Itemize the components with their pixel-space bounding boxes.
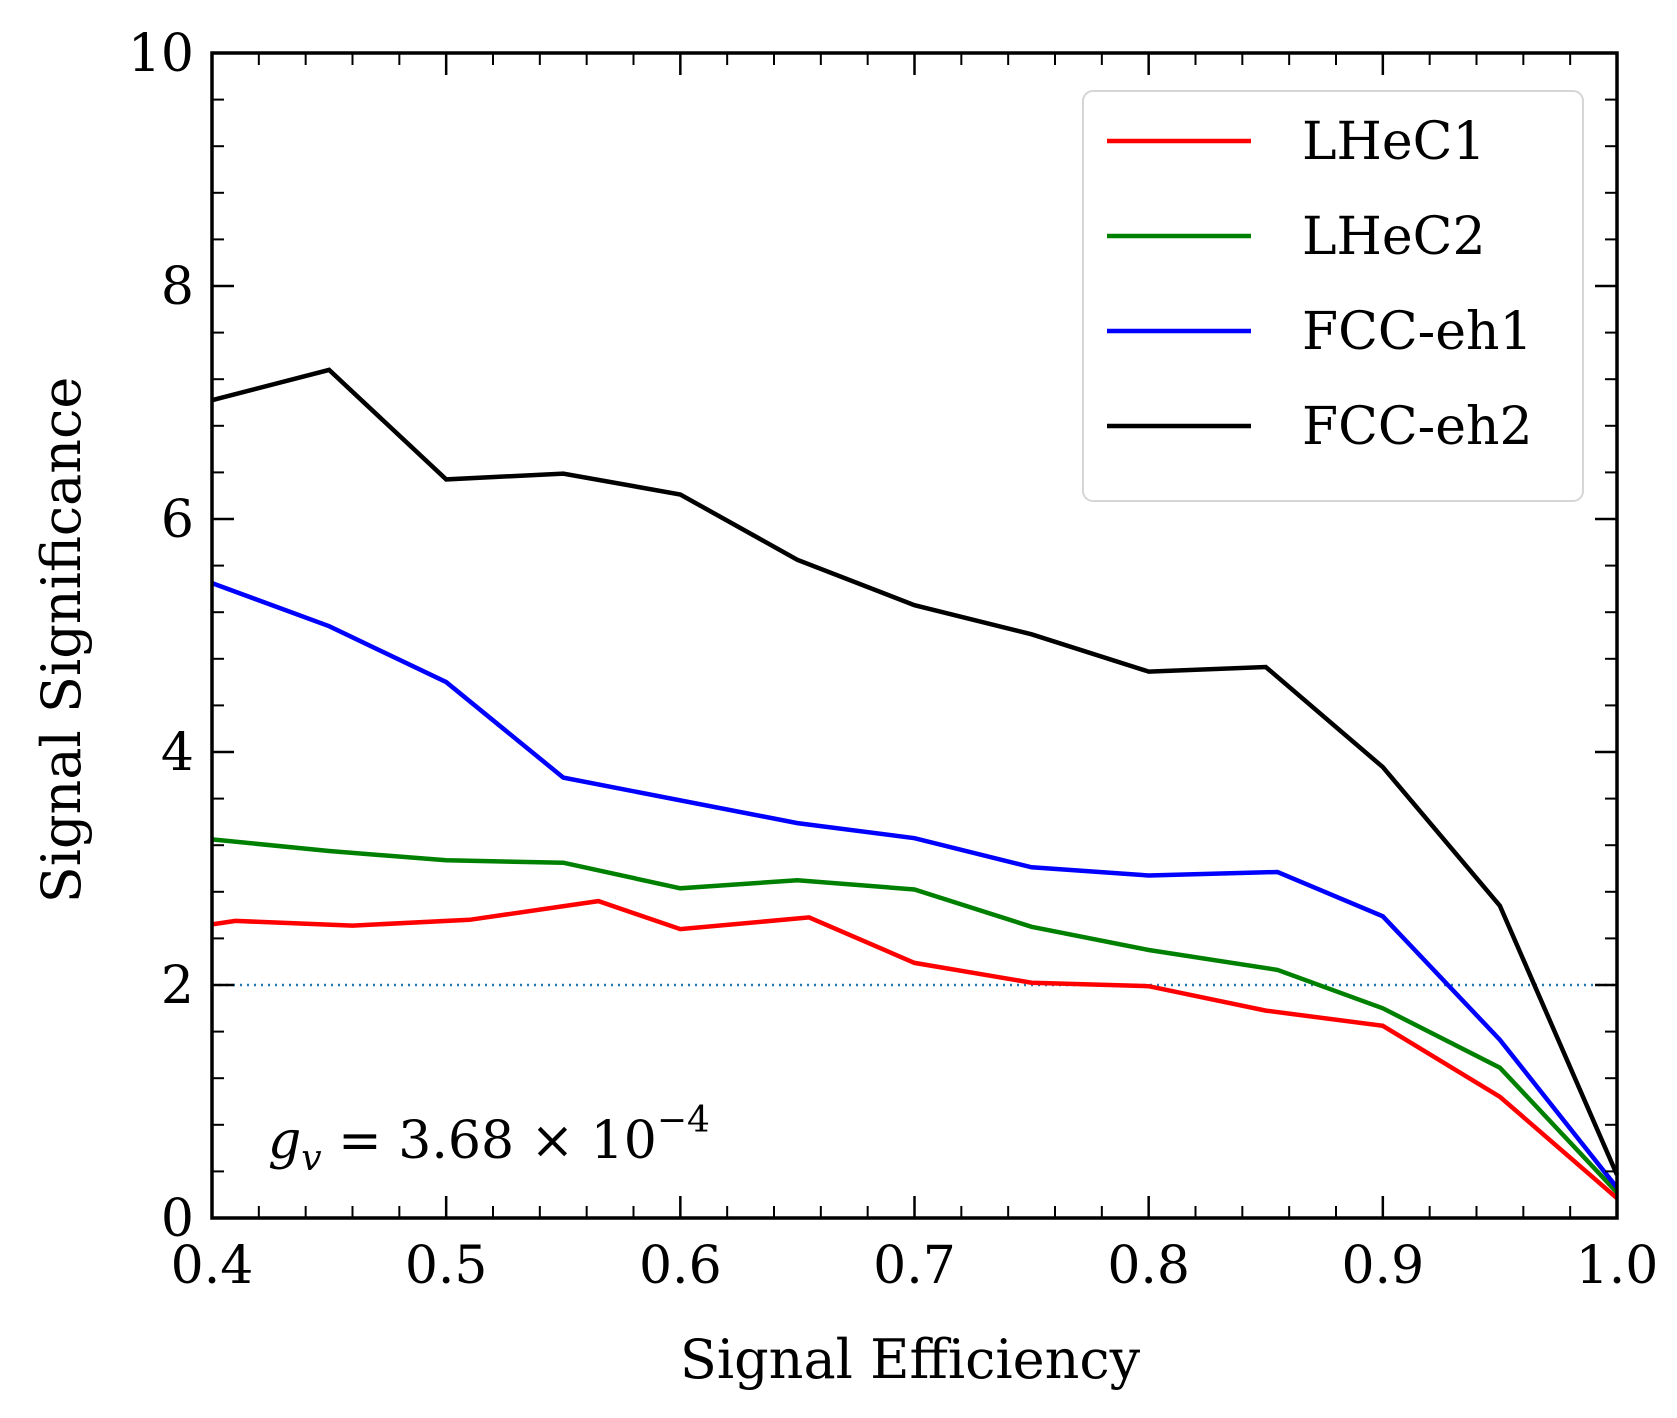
y-tick-label: 4 [161,723,194,783]
annotation-value: = 3.68 × 10 [322,1111,657,1171]
y-tick-label: 10 [128,24,194,84]
x-tick-label: 1.0 [1576,1236,1659,1296]
coupling-annotation: gv = 3.68 × 10−4 [268,1100,710,1179]
series-line-lhec1 [211,898,1619,1200]
y-tick-label: 2 [161,956,194,1016]
series-line-fcc-eh2 [211,367,1620,1176]
y-tick-label: 0 [161,1189,194,1249]
annotation-base: g [268,1111,301,1171]
x-tick-label: 0.7 [873,1236,956,1296]
series-line-lhec2 [211,837,1619,1194]
y-tick-label: 8 [161,257,194,317]
annotation-superscript: −4 [657,1100,710,1141]
legend-label-fcc-eh2: FCC-eh2 [1302,397,1533,457]
series-layer [211,367,1620,1200]
series-line-fcc-eh1 [211,580,1619,1190]
legend: LHeC1 LHeC2 FCC-eh1 FCC-eh2 [1082,90,1584,502]
y-tick-label: 6 [161,490,194,550]
legend-label-lhec1: LHeC1 [1302,112,1486,172]
x-axis-label: Signal Efficiency [680,1328,1141,1391]
tick-layer: 0.4 0.5 0.6 0.7 0.8 0.9 1.0 0 2 4 6 8 10 [128,24,1659,1296]
x-tick-label: 0.6 [639,1236,722,1296]
legend-label-lhec2: LHeC2 [1302,207,1486,267]
annotation-subscript: v [301,1138,321,1179]
y-axis-label: Signal Significance [30,377,93,904]
legend-frame [1082,90,1584,502]
x-tick-label: 0.5 [405,1236,488,1296]
x-tick-label: 0.9 [1341,1236,1424,1296]
legend-label-fcc-eh1: FCC-eh1 [1302,302,1533,362]
x-tick-label: 0.4 [171,1236,254,1296]
x-tick-label: 0.8 [1107,1236,1190,1296]
